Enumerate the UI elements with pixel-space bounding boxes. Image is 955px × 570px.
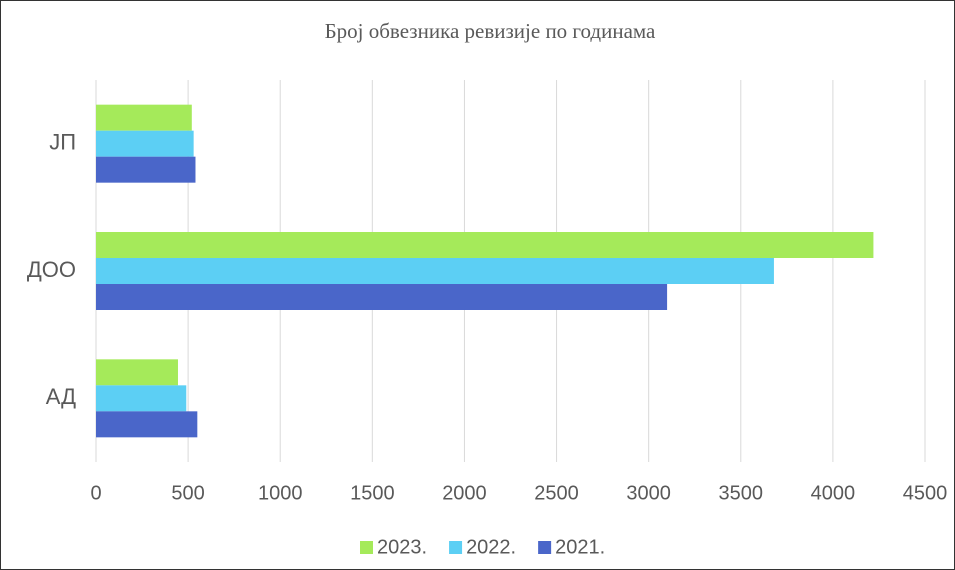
x-tick-label: 2500	[534, 482, 579, 504]
bar	[96, 411, 198, 438]
x-tick-label: 3500	[719, 482, 764, 504]
bar	[96, 130, 194, 157]
bar	[96, 232, 874, 258]
y-tick-label: ДОО	[27, 257, 76, 282]
legend-label: 2021.	[555, 536, 605, 558]
legend-swatch	[360, 541, 373, 554]
x-tick-label: 1000	[258, 482, 303, 504]
legend-swatch	[538, 541, 552, 554]
x-tick-label: 500	[171, 482, 204, 504]
x-tick-label: 2000	[442, 482, 487, 504]
legend-label: 2022.	[466, 536, 516, 558]
bar	[96, 385, 187, 412]
chart-title: Број обвезника ревизије по годинама	[325, 19, 656, 43]
x-tick-label: 4500	[903, 482, 948, 504]
y-tick-label: ЈП	[49, 129, 76, 154]
bar	[96, 359, 178, 386]
bar	[96, 258, 774, 284]
bar	[96, 156, 196, 183]
legend-swatch	[449, 541, 463, 554]
x-tick-label: 3000	[626, 482, 671, 504]
bar	[96, 104, 192, 131]
bar	[96, 284, 668, 310]
x-tick-label: 0	[90, 482, 101, 504]
legend-label: 2023.	[377, 536, 427, 558]
y-tick-label: АД	[46, 384, 76, 409]
x-tick-label: 4000	[811, 482, 856, 504]
x-tick-label: 1500	[350, 482, 395, 504]
